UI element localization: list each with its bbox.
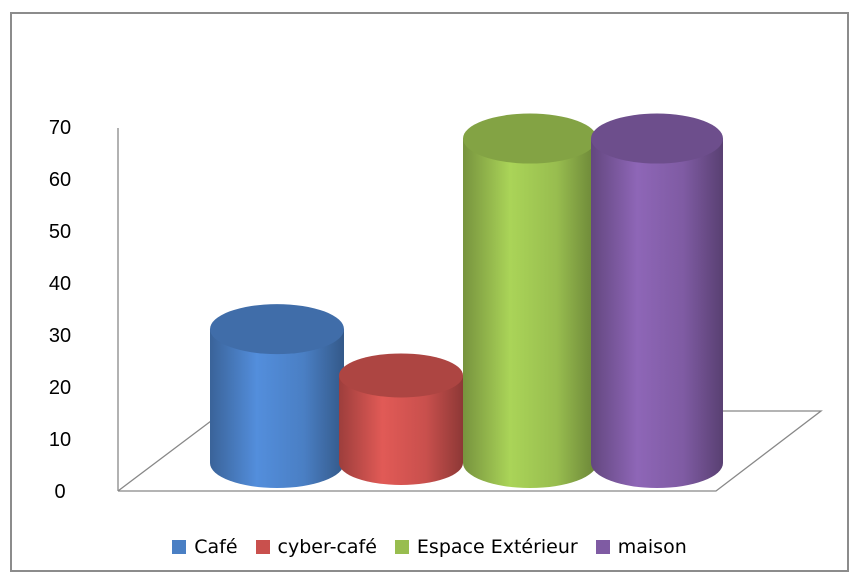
bar-top <box>591 113 723 164</box>
y-tick-label: 10 <box>49 429 71 451</box>
legend-swatch <box>255 540 270 554</box>
legend: Café cyber-café Espace Extérieur maison <box>0 536 859 558</box>
legend-label: cyber-café <box>277 536 377 558</box>
floor-left-edge <box>117 420 217 492</box>
legend-swatch <box>394 540 409 554</box>
bar-body <box>339 375 463 485</box>
y-tick-label: 50 <box>49 221 71 243</box>
bar-caf- <box>210 304 344 488</box>
legend-label: maison <box>617 536 687 558</box>
bar-top <box>339 353 463 398</box>
y-axis: 0 10 20 30 40 50 60 70 <box>49 117 119 503</box>
legend-item: Espace Extérieur <box>394 536 578 558</box>
y-tick-label: 40 <box>49 273 71 295</box>
bar-espace-ext-rieur <box>463 113 597 488</box>
bar-top <box>210 304 344 355</box>
legend-label: Espace Extérieur <box>416 536 578 558</box>
y-tick-label: 70 <box>49 117 71 139</box>
y-tick-label: 20 <box>49 377 71 399</box>
y-tick-label: 30 <box>49 325 71 347</box>
bar-body <box>210 329 344 488</box>
bar-top <box>463 113 597 164</box>
y-tick-label: 0 <box>54 481 65 503</box>
legend-label: Café <box>194 536 238 558</box>
floor-front-edge <box>118 410 823 492</box>
legend-item: cyber-café <box>255 536 377 558</box>
bar-maison <box>591 113 723 489</box>
legend-swatch <box>172 540 187 554</box>
legend-item: Café <box>172 536 238 558</box>
legend-item: maison <box>595 536 687 558</box>
legend-swatch <box>595 540 610 554</box>
bar-cyber-caf- <box>339 353 463 485</box>
bar-body <box>591 138 723 489</box>
bar-body <box>463 138 597 488</box>
bars <box>210 113 723 489</box>
y-tick-label: 60 <box>49 169 71 191</box>
